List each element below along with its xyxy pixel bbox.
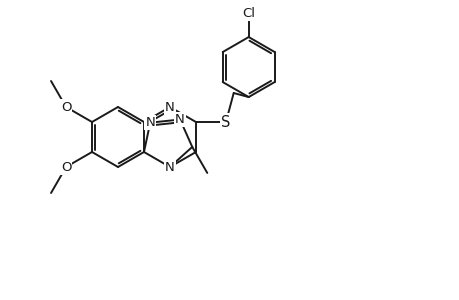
Text: O: O [61,160,71,173]
Text: O: O [61,100,71,113]
Text: N: N [175,113,185,126]
Text: Cl: Cl [242,7,255,20]
Text: N: N [145,116,155,129]
Text: O: O [61,100,71,113]
Text: N: N [165,100,174,113]
Text: O: O [61,160,71,173]
Text: N: N [165,160,174,173]
Text: Cl: Cl [242,7,255,20]
Text: S: S [221,115,230,130]
Text: N: N [165,160,174,173]
Text: N: N [165,100,174,113]
Text: N: N [175,113,185,126]
Text: S: S [221,115,230,130]
Text: N: N [145,116,155,129]
